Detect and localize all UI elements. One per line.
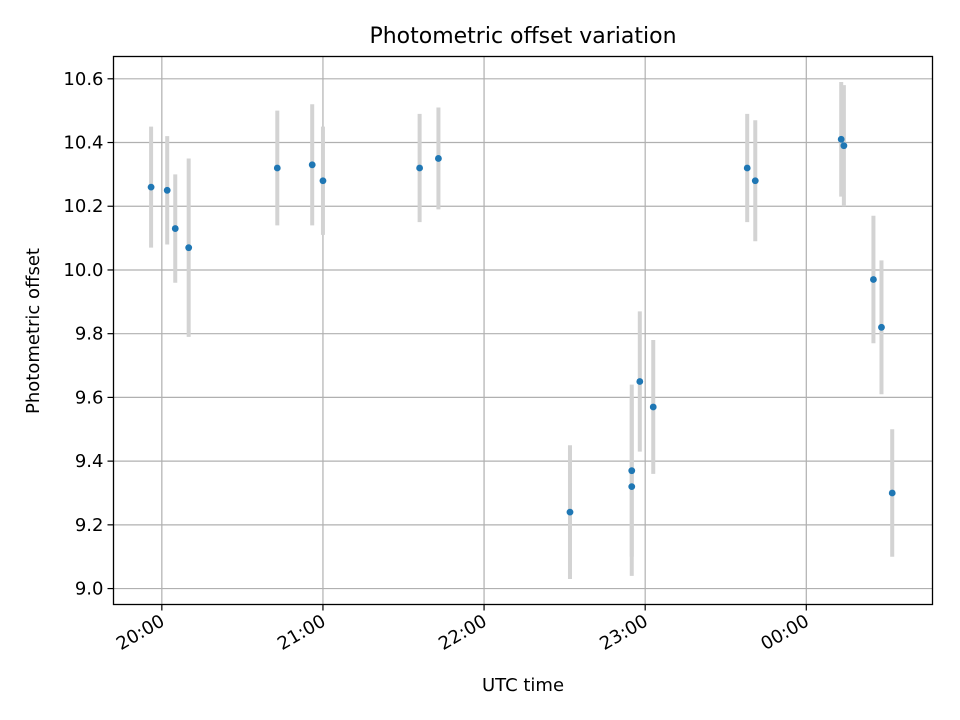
y-tick-label: 10.6 [63,69,103,90]
x-tick-label: 21:00 [274,611,329,655]
y-tick-label: 9.0 [75,579,104,600]
data-point [416,164,424,172]
chart-title: Photometric offset variation [369,24,676,49]
data-point [147,183,155,191]
data-point [840,142,848,150]
plot-frame [112,55,934,606]
y-tick-label: 10.2 [63,196,103,217]
y-tick-label: 9.8 [75,324,104,345]
y-tick-label: 10.0 [63,260,103,281]
data-point [435,155,442,162]
x-axis-ticks: 20:00 21:00 22:00 23:00 00:00 [113,604,813,655]
data-point [308,161,316,169]
data-point [888,489,896,497]
data-point [163,186,171,194]
data-point [837,135,845,143]
data-point [628,467,636,475]
x-axis-label: UTC time [482,675,564,696]
data-point [171,225,179,232]
data-point [878,323,885,331]
data-point [319,177,327,185]
data-point [870,276,877,283]
y-tick-label: 9.4 [75,451,104,472]
data-point [185,244,193,252]
x-tick-label: 20:00 [113,611,168,655]
data-markers [147,135,896,516]
data-point [566,508,574,516]
y-tick-label: 9.2 [75,515,104,536]
y-tick-label: 10.4 [63,133,103,154]
x-tick-label: 22:00 [435,611,490,655]
y-axis-label: Photometric offset [23,248,44,414]
y-axis-ticks: 9.0 9.2 9.4 9.6 9.8 10.0 10.2 10.4 10.6 [63,69,114,600]
error-bars [149,81,895,580]
data-point [751,177,759,185]
data-point [649,403,657,411]
x-tick-label: 00:00 [757,611,812,655]
data-point [636,378,644,385]
data-point [273,164,281,172]
data-point [743,164,751,172]
y-tick-label: 9.6 [75,387,104,408]
data-point [628,483,636,491]
x-tick-label: 23:00 [596,611,651,655]
grid [113,56,933,605]
